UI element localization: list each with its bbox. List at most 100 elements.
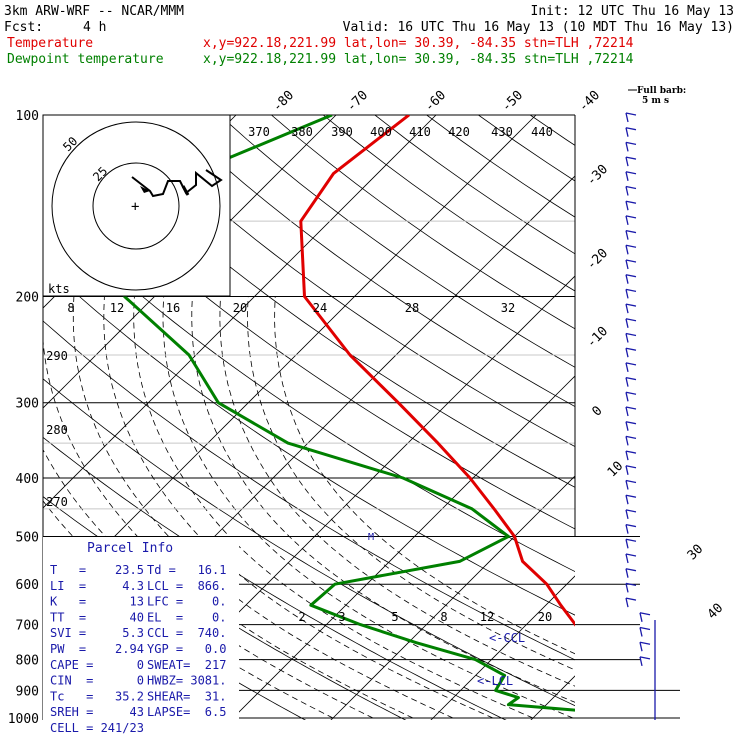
m-marker: M <box>368 532 374 543</box>
wind-barb-flag <box>625 553 629 564</box>
wind-barb-shaft <box>625 259 637 263</box>
pressure-tick-label: 400 <box>16 472 39 487</box>
wind-barb-shaft <box>625 362 637 366</box>
parcel-row-left: PW = 2.94 <box>50 642 144 656</box>
mixing-ratio-label: 2 <box>298 610 305 624</box>
wind-speed-label: 24 <box>313 301 327 315</box>
wind-speed-label: 8 <box>67 301 74 315</box>
wind-barb-flag <box>625 156 629 167</box>
forecast-hours: 4 h <box>83 20 106 35</box>
parcel-row-right: LAPSE= 6.5 <box>147 705 226 719</box>
isotherm-right-label: 0 <box>589 403 605 419</box>
dry-adiabat-line <box>686 115 740 731</box>
wind-barb-flag <box>625 112 629 123</box>
wind-speed-label: 20 <box>233 301 247 315</box>
isotherm-right-label: 10 <box>605 459 627 481</box>
wind-barb-flag <box>625 465 629 475</box>
hodograph-marker <box>181 185 190 196</box>
wind-barb-shaft <box>625 450 637 454</box>
dry-adiabat-label: 280 <box>46 423 68 437</box>
moist-adiabat-line <box>274 296 575 655</box>
barb-key-line2: 5 m s <box>642 96 669 106</box>
wind-barb-shaft <box>625 215 637 219</box>
dewpoint-profile <box>120 115 575 712</box>
parcel-row-left: K = 13 <box>50 595 144 609</box>
isotherm-right-label: 30 <box>685 542 707 564</box>
mixing-ratio-label: 5 <box>391 610 398 624</box>
wind-barb-flag <box>625 377 629 387</box>
parcel-row-right: HWBZ= 3081. <box>147 674 226 688</box>
wind-barb-shaft <box>625 568 637 572</box>
isotherm-right-label: -20 <box>584 246 611 273</box>
hodograph-origin-marker: + <box>131 199 139 215</box>
wind-barb-shaft <box>625 171 637 175</box>
parcel-row-right: CCL = 740. <box>147 626 226 640</box>
pressure-tick-label: 800 <box>16 654 39 669</box>
wind-barb-flag <box>625 201 629 211</box>
wind-barb-flag <box>625 362 629 373</box>
temperature-profile <box>299 115 575 627</box>
mixing-ratio-label: 8 <box>440 610 447 624</box>
isotherm-line <box>43 115 337 409</box>
dry-adiabat-line <box>43 378 575 707</box>
wind-speed-label: 32 <box>501 301 515 315</box>
hodograph-ring-outer <box>51 121 221 291</box>
parcel-row-right: SHEAR= 31. <box>147 689 226 703</box>
wind-barb-shaft <box>625 303 637 307</box>
wind-barb-shaft <box>639 656 651 660</box>
dry-adiabat-line <box>64 115 575 488</box>
parcel-row-left: CAPE = 0 <box>50 658 144 672</box>
lcl-marker: <-LCL <box>477 674 513 688</box>
isotherm-top-label: -80 <box>270 88 297 115</box>
wind-barb-shaft <box>625 318 637 322</box>
parcel-row-right: SWEAT= 217 <box>147 658 226 672</box>
wind-barb-flag <box>625 583 629 593</box>
isotherm-top-label: -50 <box>499 88 526 115</box>
isotherm-line <box>720 87 740 730</box>
wind-barb-shaft <box>625 127 637 131</box>
hodograph-arrow-icon <box>140 186 150 193</box>
isotherm-line <box>43 115 437 509</box>
parcel-row-left: TT = 40 <box>50 610 144 624</box>
model-title: 3km ARW-WRF -- NCAR/MMM <box>4 4 184 19</box>
mixing-ratio-label: 12 <box>480 610 494 624</box>
wind-barb-shaft <box>625 509 637 513</box>
mixing-ratio-label: 3 <box>338 610 345 624</box>
moist-adiabat-line <box>43 448 374 719</box>
theta-label: 430 <box>491 125 513 139</box>
legend-temperature-info: x,y=922.18,221.99 lat,lon= 30.39, -84.35… <box>203 36 634 51</box>
wind-barb-flag <box>625 186 629 196</box>
legend-dewpoint: Dewpoint temperature <box>7 52 164 67</box>
dry-adiabat-line <box>115 115 575 448</box>
wind-barb-flag <box>625 421 629 431</box>
isotherm-top-label: -40 <box>576 88 603 115</box>
pressure-tick-label: 500 <box>16 530 39 545</box>
wind-barb-shaft <box>625 406 637 410</box>
wind-barb-flag <box>625 171 629 181</box>
wind-barb-shaft <box>625 494 637 498</box>
wind-speed-label: 12 <box>110 301 124 315</box>
legend-temperature: Temperature <box>7 36 93 51</box>
pressure-tick-label: 300 <box>16 397 39 412</box>
dry-adiabat-line <box>634 115 740 731</box>
wind-barb-flag <box>625 303 629 314</box>
wind-barb-flag <box>625 597 629 608</box>
wind-barb-flag <box>625 274 629 284</box>
wind-barb-shaft <box>625 465 637 469</box>
moist-adiabat-line <box>191 296 575 703</box>
wind-barb-shaft <box>625 597 637 601</box>
wind-barb-shaft <box>625 582 637 587</box>
wind-barb-flag <box>625 230 629 240</box>
wind-barb-shaft <box>625 288 637 293</box>
wind-barb-shaft <box>625 185 637 190</box>
parcel-row-left: Tc = 35.2 <box>50 689 144 703</box>
parcel-row-right: LFC = 0. <box>147 595 226 609</box>
wind-barb-shaft <box>625 421 637 425</box>
theta-label: 390 <box>331 125 353 139</box>
dry-adiabat-line <box>43 205 575 572</box>
parcel-row-left: T = 23.5 <box>50 563 144 577</box>
isotherm-line <box>330 475 575 720</box>
dry-adiabat-line <box>43 320 575 661</box>
